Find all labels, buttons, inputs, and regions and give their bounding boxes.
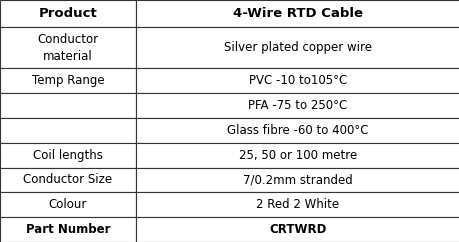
Bar [135,0,459,27]
Text: PFA -75 to 250°C: PFA -75 to 250°C [248,99,347,112]
Bar [135,68,459,93]
Bar [0,27,135,68]
Text: Coil lengths: Coil lengths [33,149,102,162]
Bar [135,192,459,217]
Bar [0,217,135,242]
Text: 7/0.2mm stranded: 7/0.2mm stranded [242,174,352,186]
Text: Part Number: Part Number [26,223,110,236]
Text: PVC -10 to105°C: PVC -10 to105°C [248,74,346,87]
Text: 25, 50 or 100 metre: 25, 50 or 100 metre [238,149,356,162]
Text: Conductor Size: Conductor Size [23,174,112,186]
Bar [135,118,459,143]
Text: Colour: Colour [49,198,87,211]
Bar [0,93,135,118]
Text: Glass fibre -60 to 400°C: Glass fibre -60 to 400°C [227,124,368,137]
Text: 4-Wire RTD Cable: 4-Wire RTD Cable [232,7,362,20]
Bar [135,167,459,192]
Bar [0,167,135,192]
Text: Silver plated copper wire: Silver plated copper wire [224,41,371,54]
Bar [135,93,459,118]
Bar [0,68,135,93]
Bar [0,118,135,143]
Bar [135,217,459,242]
Bar [135,27,459,68]
Bar [0,0,135,27]
Text: Temp Range: Temp Range [32,74,104,87]
Text: Product: Product [39,7,97,20]
Text: CRTWRD: CRTWRD [269,223,326,236]
Bar [0,192,135,217]
Bar [135,143,459,167]
Text: 2 Red 2 White: 2 Red 2 White [256,198,339,211]
Bar [0,143,135,167]
Text: Conductor
material: Conductor material [37,33,98,63]
